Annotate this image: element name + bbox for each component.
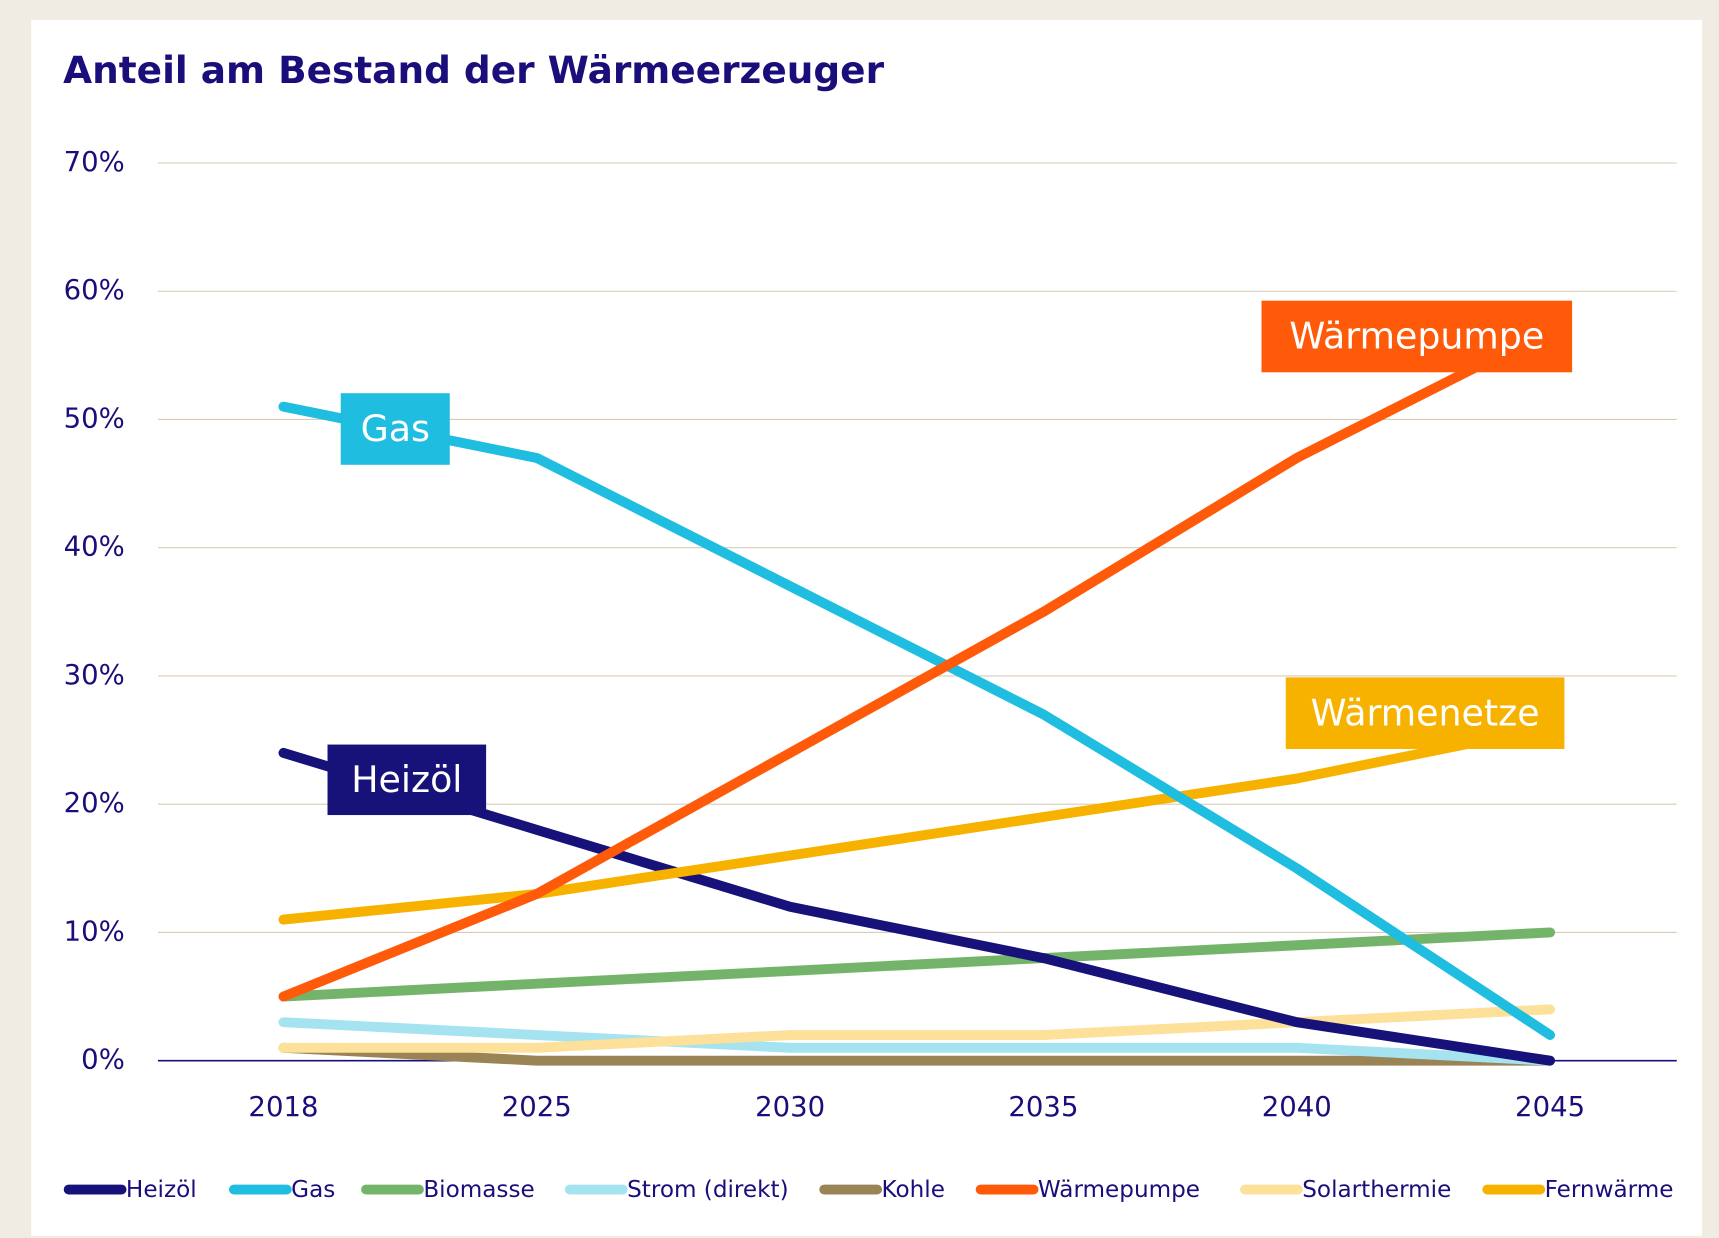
y-tick-label: 10%: [64, 915, 125, 947]
series-line: [278, 401, 1556, 1040]
y-tick-label: 40%: [64, 531, 125, 563]
annotation-box: [1261, 300, 1573, 373]
annotation-box: [1285, 677, 1565, 749]
y-tick-label: 60%: [64, 274, 125, 306]
x-tick-label: 2045: [1515, 1091, 1585, 1123]
y-tick-label: 30%: [64, 659, 125, 691]
y-tick-label: 70%: [64, 146, 125, 178]
series-line: [278, 722, 1556, 925]
x-tick-label: 2030: [755, 1091, 825, 1123]
legend-label: Heizöl: [126, 1177, 197, 1203]
legend-label: Wärmepumpe: [1038, 1177, 1200, 1203]
y-tick-label: 0%: [81, 1044, 125, 1076]
series-line: [278, 324, 1556, 1002]
y-tick-label: 50%: [64, 402, 125, 434]
annotation-box: [340, 393, 450, 465]
annotation-label: Gas: [361, 407, 430, 450]
annotation-label: Heizöl: [351, 758, 462, 801]
annotation-label: Wärmenetze: [1311, 691, 1540, 734]
series-line: [278, 1017, 1556, 1066]
legend-label: Kohle: [882, 1177, 945, 1203]
x-tick-label: 2035: [1008, 1091, 1078, 1123]
annotation-label: Wärmepumpe: [1289, 315, 1544, 358]
x-tick-label: 2018: [248, 1091, 318, 1123]
x-tick-label: 2040: [1262, 1091, 1332, 1123]
annotation-box: [327, 744, 487, 816]
series-line: [278, 1042, 1556, 1066]
series-line: [278, 927, 1556, 1002]
y-tick-label: 20%: [64, 787, 125, 819]
x-tick-label: 2025: [502, 1091, 572, 1123]
legend-label: Fernwärme: [1545, 1177, 1674, 1203]
legend-label: Solarthermie: [1302, 1177, 1451, 1203]
series-line: [278, 747, 1556, 1066]
legend-label: Gas: [291, 1177, 335, 1203]
legend-label: Strom (direkt): [627, 1177, 788, 1203]
legend-label: Biomasse: [423, 1177, 534, 1203]
series-line: [278, 1004, 1556, 1053]
chart-title: Anteil am Bestand der Wärmeerzeuger: [63, 48, 884, 92]
